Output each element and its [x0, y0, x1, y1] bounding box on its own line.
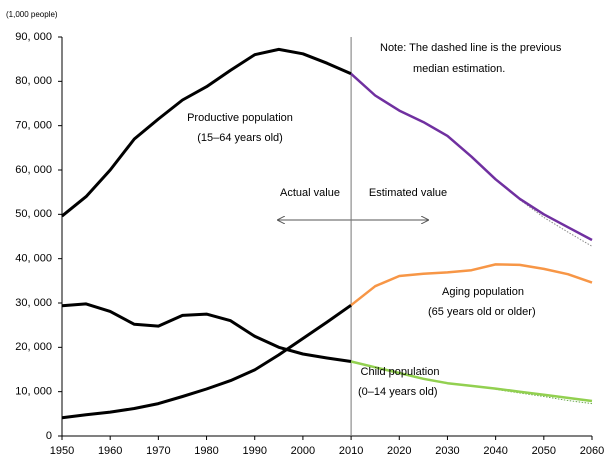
y-tick-label: 70, 000 — [15, 120, 52, 132]
x-tick-label: 1960 — [98, 445, 122, 457]
series-label: Productive population — [187, 112, 293, 124]
x-tick-label: 2030 — [435, 445, 459, 457]
y-tick-label: 90, 000 — [15, 31, 52, 43]
x-tick-label: 2060 — [580, 445, 604, 457]
y-tick-label: 60, 000 — [15, 164, 52, 176]
x-tick-label: 1980 — [194, 445, 218, 457]
annotation: Estimated value — [369, 187, 447, 199]
x-tick-label: 2010 — [339, 445, 363, 457]
x-tick-label: 2020 — [387, 445, 411, 457]
series-previous — [519, 199, 593, 247]
series-sublabel: (65 years old or older) — [428, 306, 536, 318]
unit-label: (1,000 people) — [6, 10, 58, 19]
y-tick-label: 40, 000 — [15, 253, 52, 265]
x-tick-label: 2050 — [532, 445, 556, 457]
series-estimate — [350, 360, 593, 403]
x-tick-label: 1950 — [50, 445, 74, 457]
series-sublabel: (15–64 years old) — [197, 132, 283, 144]
y-tick-label: 80, 000 — [15, 75, 52, 87]
x-tick-label: 1990 — [242, 445, 266, 457]
series-sublabel: (0–14 years old) — [358, 386, 438, 398]
series-estimate — [350, 263, 593, 307]
y-tick-label: 50, 000 — [15, 208, 52, 220]
series-actual — [61, 47, 352, 218]
series-actual — [61, 302, 352, 363]
annotation: Actual value — [280, 187, 340, 199]
series-actual — [61, 303, 352, 420]
series-estimate — [350, 72, 593, 242]
annotation: median estimation. — [413, 63, 505, 75]
y-tick-label: 30, 000 — [15, 297, 52, 309]
x-tick-label: 1970 — [146, 445, 170, 457]
y-tick-label: 0 — [46, 430, 52, 442]
series-label: Aging population — [442, 286, 524, 298]
x-tick-label: 2040 — [483, 445, 507, 457]
annotation: Note: The dashed line is the previous — [380, 42, 562, 54]
y-tick-label: 10, 000 — [15, 386, 52, 398]
y-tick-label: 20, 000 — [15, 341, 52, 353]
series-label: Child population — [361, 366, 440, 378]
x-tick-label: 2000 — [291, 445, 315, 457]
